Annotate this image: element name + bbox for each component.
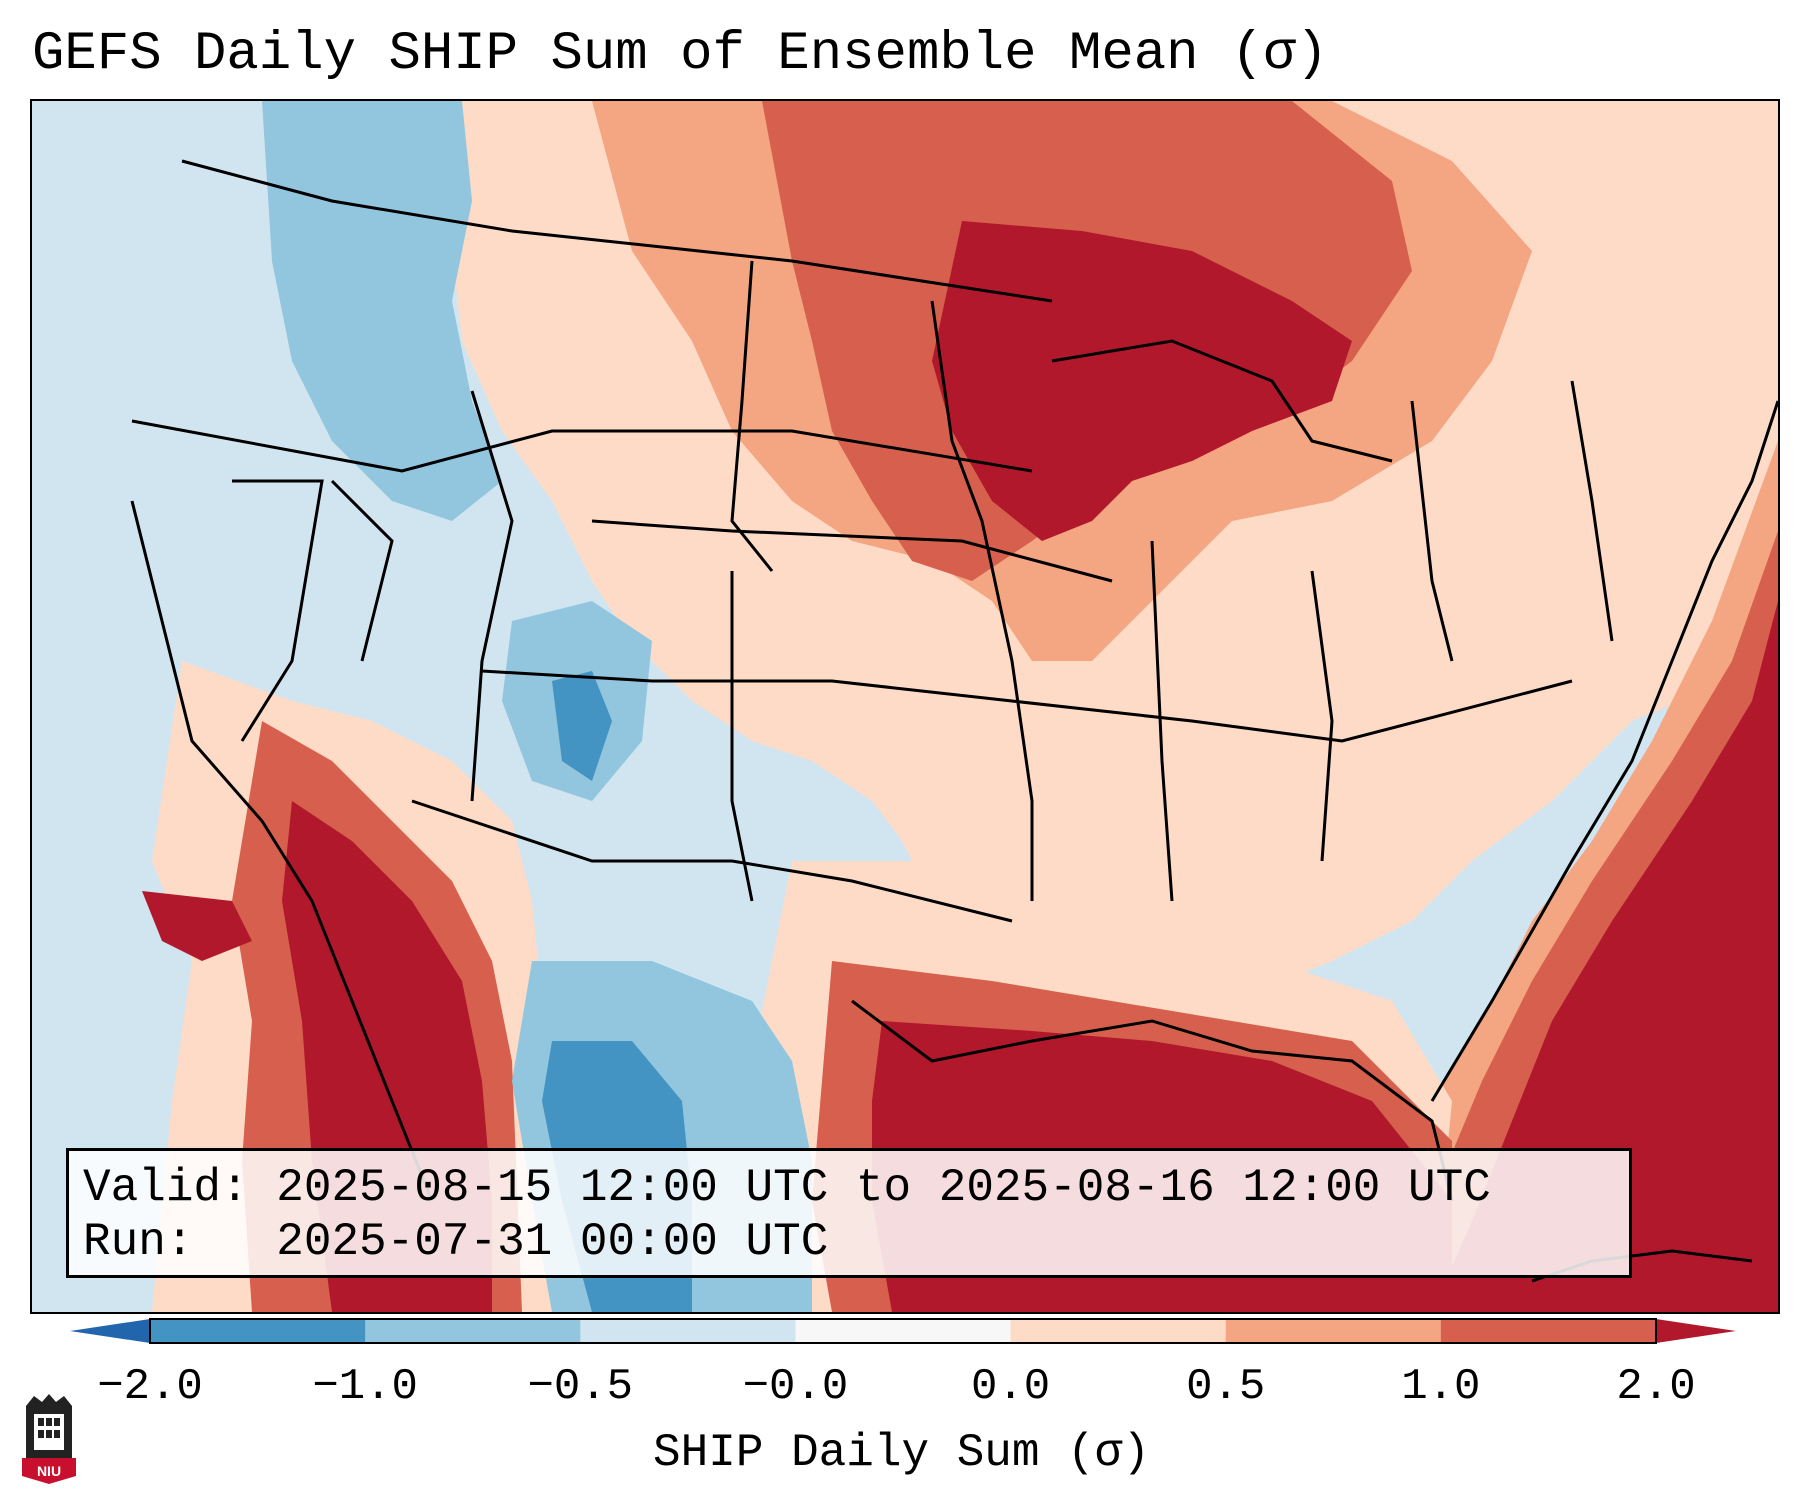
colorbar-bin <box>1225 1319 1442 1343</box>
colorbar-tick-label: −2.0 <box>97 1362 203 1412</box>
colorbar-under-arrow <box>70 1319 150 1343</box>
colorbar-tick-label: 0.5 <box>1186 1362 1266 1412</box>
colorbar-bin <box>795 1319 1012 1343</box>
valid-time-text: Valid: 2025-08-15 12:00 UTC to 2025-08-1… <box>83 1162 1491 1214</box>
map-panel <box>30 99 1780 1314</box>
colorbar-over-arrow <box>1656 1319 1736 1343</box>
colorbar-tick-label: 1.0 <box>1401 1362 1481 1412</box>
colorbar-bin <box>580 1319 796 1343</box>
valid-run-info-box: Valid: 2025-08-15 12:00 UTC to 2025-08-1… <box>66 1148 1632 1278</box>
colorbar-bin <box>1010 1319 1227 1343</box>
anomaly-region <box>262 101 502 521</box>
anomaly-region <box>932 221 1352 541</box>
colorbar-bin <box>365 1319 581 1343</box>
colorbar-bin <box>1440 1319 1657 1343</box>
anomaly-region <box>1432 601 1778 1312</box>
colorbar-tick-label: −0.0 <box>742 1362 849 1412</box>
colorbar-outline <box>149 1318 1657 1344</box>
colorbar-bin <box>150 1319 366 1343</box>
state-boundaries <box>130 159 1778 1283</box>
colorbar-label: SHIP Daily Sum (σ) <box>653 1427 1150 1479</box>
ship-map <box>32 101 1778 1312</box>
map-title: GEFS Daily SHIP Sum of Ensemble Mean (σ) <box>32 24 1329 85</box>
colorbar-tick-label: −1.0 <box>312 1362 418 1412</box>
run-time-text: Run: 2025-07-31 00:00 UTC <box>83 1216 829 1268</box>
colorbar-tick-label: −0.5 <box>527 1362 634 1412</box>
colorbar-tick-label: 2.0 <box>1616 1362 1696 1412</box>
anomaly-region <box>552 671 612 781</box>
colorbar <box>70 1318 1736 1344</box>
anomaly-region <box>142 891 252 961</box>
svg-text:NIU: NIU <box>37 1463 61 1479</box>
niu-logo: NIU <box>22 1394 76 1484</box>
colorbar-tick-label: 0.0 <box>970 1362 1051 1412</box>
